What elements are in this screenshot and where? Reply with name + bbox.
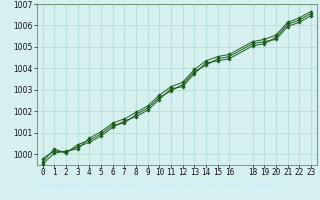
Text: Graphe pression niveau de la mer (hPa): Graphe pression niveau de la mer (hPa) [41, 181, 279, 191]
